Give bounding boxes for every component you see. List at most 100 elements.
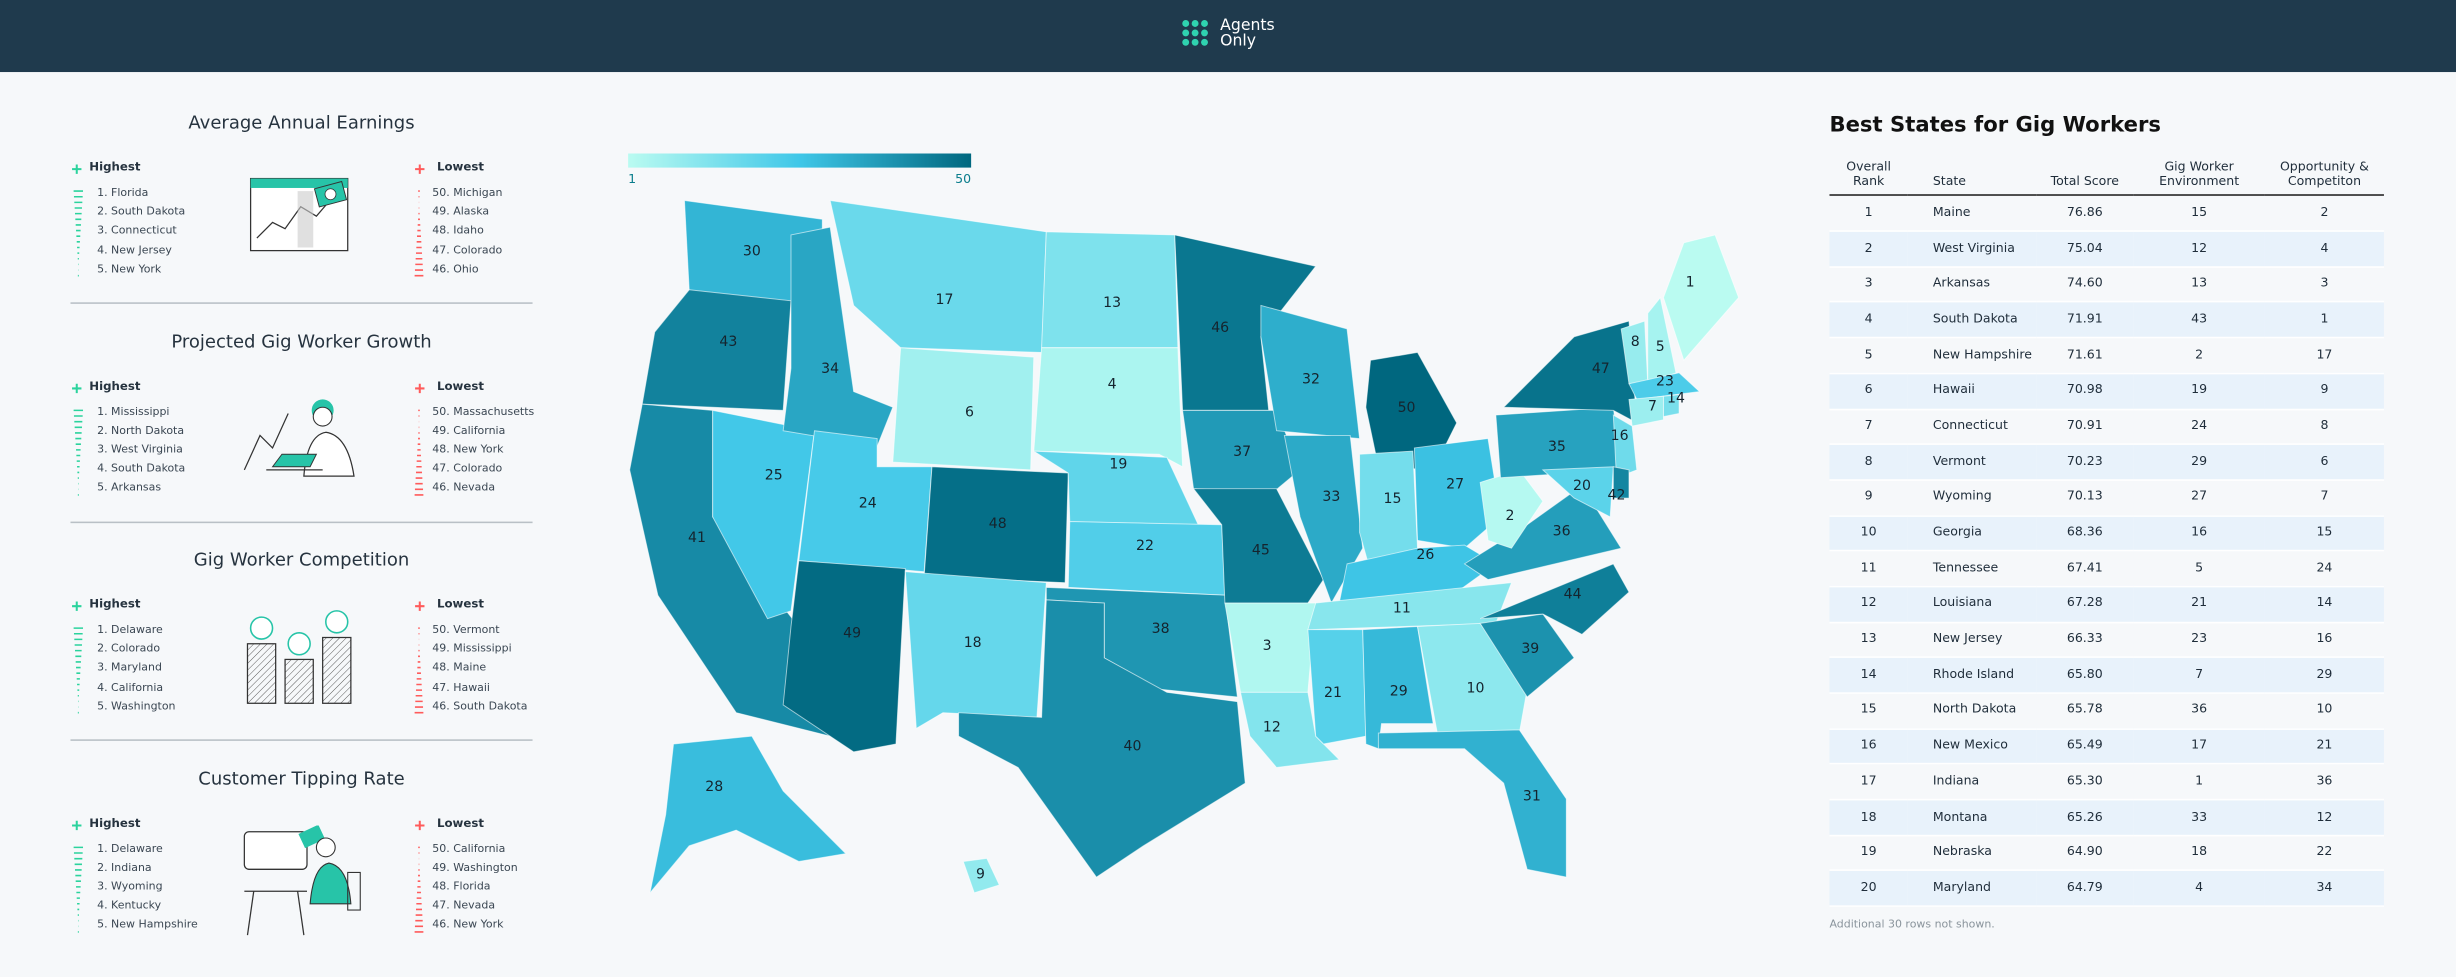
state	[1174, 234, 1317, 411]
state-label: 30	[743, 243, 761, 259]
table-row: 15 North Dakota 65.78 36 10	[1829, 693, 2384, 730]
table-cell: 65.30	[2036, 764, 2134, 801]
state	[1041, 231, 1179, 349]
state-label: 42	[1607, 488, 1625, 504]
highest-item: 1. Delaware	[97, 623, 163, 636]
state-label: 13	[1103, 295, 1121, 311]
table-cell: 5	[2133, 550, 2265, 588]
state	[782, 226, 894, 447]
state-label: 27	[1446, 477, 1464, 493]
highest-item: 2. South Dakota	[97, 205, 186, 219]
lowest-item: 49. Washington	[432, 860, 518, 874]
state	[1662, 394, 1680, 418]
illustration	[249, 177, 349, 252]
lowest-item: 49. Alaska	[432, 205, 490, 219]
lowest-item: 46. Ohio	[432, 262, 479, 276]
highest-icon	[72, 819, 82, 830]
panel-title: Customer Tipping Rate	[198, 766, 405, 789]
table-cell: 10	[2264, 693, 2384, 730]
table-cell: 24	[2264, 550, 2384, 588]
illustration-part	[312, 405, 333, 426]
table-cell: 5	[1829, 337, 1908, 375]
table-cell: 17	[2133, 728, 2265, 765]
panel-title: Projected Gig Worker Growth	[171, 329, 432, 352]
table-cell: 16	[2264, 622, 2384, 659]
state	[1612, 466, 1630, 499]
table-cell: 4	[1829, 302, 1908, 339]
table-cell: 10	[1829, 515, 1908, 552]
state-label: 28	[705, 779, 723, 795]
illustration-part	[347, 871, 361, 910]
illustration-part	[271, 452, 318, 467]
table-cell: 70.23	[2036, 444, 2134, 481]
state-label: 45	[1252, 542, 1270, 558]
highest-item: 1. Mississippi	[97, 404, 170, 418]
highest-item: 5. Arkansas	[97, 481, 162, 494]
illustration-part	[243, 412, 289, 470]
highest-item: 4. Kentucky	[97, 899, 162, 912]
table-cell: 16	[1829, 728, 1908, 765]
table-cell: 34	[2264, 870, 2384, 908]
table-cell: 9	[2264, 373, 2384, 410]
highest-icon	[72, 164, 82, 174]
table-cell: 21	[2133, 586, 2265, 623]
header-bar: Agents Only	[0, 0, 2456, 73]
lowest-item: 47. Colorado	[432, 243, 503, 257]
lowest-item: 46. New York	[432, 918, 504, 931]
highest-item: 5. New Hampshire	[97, 918, 198, 931]
state-label: 43	[719, 334, 737, 350]
table-cell: 8	[1829, 444, 1908, 481]
lowest-icon	[415, 164, 425, 174]
table-row: 8 Vermont 70.23 29 6	[1829, 444, 2384, 481]
lowest-label: Lowest	[437, 159, 484, 174]
table-cell: 17	[2264, 337, 2384, 375]
state-label: 46	[1211, 320, 1229, 336]
illustration-part	[284, 658, 314, 704]
state-label: 41	[688, 530, 706, 546]
state-label: 50	[1398, 400, 1416, 416]
table-cell: Indiana	[1907, 764, 2037, 801]
table-cell: Tennessee	[1907, 550, 2037, 588]
lowest-label: Lowest	[437, 815, 484, 830]
state	[1480, 563, 1630, 635]
table-cell: 11	[1829, 550, 1908, 588]
table-cell: Arkansas	[1907, 266, 2037, 303]
state-label: 47	[1592, 361, 1610, 377]
state-label: 38	[1152, 621, 1170, 637]
table-cell: 70.98	[2036, 373, 2134, 410]
state	[1033, 347, 1184, 468]
table-cell: 20	[1829, 870, 1908, 908]
illustration	[243, 824, 361, 935]
table-cell: Vermont	[1907, 444, 2037, 481]
highest-item: 2. Indiana	[97, 860, 152, 874]
state	[1612, 414, 1638, 479]
illustration-part	[243, 830, 308, 870]
table-row: 14 Rhode Island 65.80 7 29	[1829, 657, 2384, 694]
table-cell: 43	[2133, 302, 2265, 339]
table-cell: 14	[1829, 657, 1908, 694]
table-cell: 3	[1829, 266, 1908, 303]
table-cell: 8	[2264, 408, 2384, 446]
table-cell: 18	[1829, 799, 1908, 837]
table-cell: 2	[2133, 337, 2265, 375]
state-label: 6	[965, 405, 974, 421]
state-label: 16	[1611, 428, 1629, 444]
state	[1647, 296, 1677, 385]
state-label: 48	[989, 516, 1007, 532]
table-row: 9 Wyoming 70.13 27 7	[1829, 479, 2384, 517]
table-cell: Montana	[1907, 799, 2037, 837]
table-cell: 65.80	[2036, 657, 2134, 694]
table-cell: 1	[1829, 195, 1908, 232]
table-cell: Hawaii	[1907, 373, 2037, 410]
table-row: 4 South Dakota 71.91 43 1	[1829, 302, 2384, 339]
lowest-item: 48. New York	[432, 443, 504, 456]
lowest-item: 46. South Dakota	[432, 699, 528, 713]
state	[1307, 629, 1367, 745]
table-cell: 17	[1829, 764, 1908, 801]
table-cell: 24	[2133, 408, 2265, 446]
state	[892, 347, 1035, 471]
table-cell: 68.36	[2036, 515, 2134, 552]
brand-line: Agents	[1220, 17, 1275, 35]
illustration-part	[324, 188, 337, 201]
highest-item: 2. Colorado	[97, 642, 161, 656]
